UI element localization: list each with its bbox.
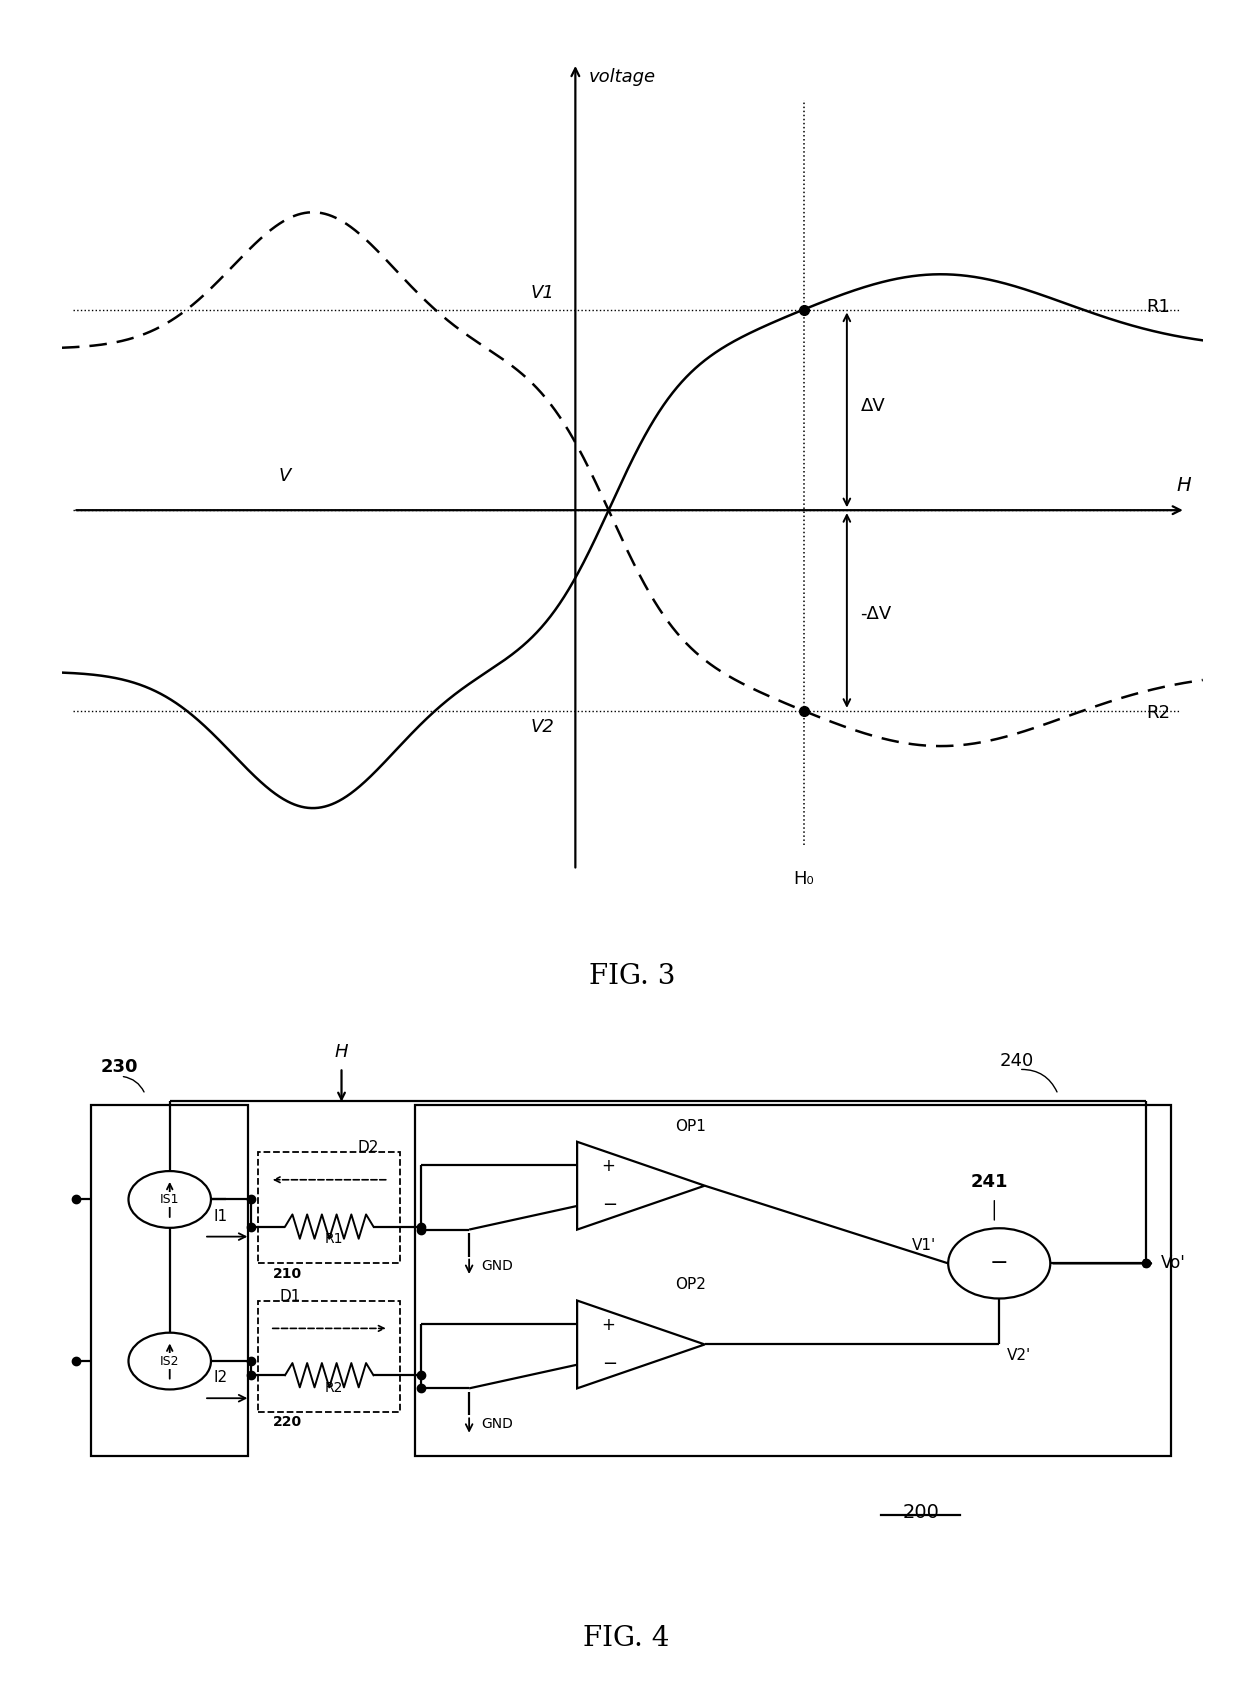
- Text: R2: R2: [325, 1380, 343, 1395]
- Text: D1: D1: [279, 1289, 301, 1304]
- Text: R2: R2: [1146, 704, 1169, 723]
- Text: ΔV: ΔV: [861, 397, 885, 415]
- Bar: [258, 1152, 401, 1263]
- Text: FIG. 4: FIG. 4: [583, 1625, 670, 1652]
- Text: +: +: [601, 1157, 615, 1176]
- Bar: [415, 1105, 1171, 1456]
- Text: IS2: IS2: [160, 1355, 180, 1368]
- Text: H₀: H₀: [794, 870, 813, 888]
- Text: +: +: [601, 1316, 615, 1334]
- Text: voltage: voltage: [589, 68, 656, 86]
- Text: IS1: IS1: [160, 1192, 180, 1206]
- Text: GND: GND: [481, 1258, 513, 1272]
- Text: 230: 230: [100, 1059, 139, 1076]
- Text: D2: D2: [357, 1140, 379, 1155]
- Text: H: H: [335, 1042, 348, 1061]
- Text: I1: I1: [213, 1209, 228, 1225]
- Text: −: −: [990, 1253, 1008, 1274]
- Text: −: −: [601, 1355, 616, 1373]
- Text: V: V: [278, 468, 290, 485]
- Text: OP2: OP2: [676, 1277, 706, 1292]
- Text: 210: 210: [273, 1267, 301, 1280]
- Text: 241: 241: [971, 1174, 1008, 1191]
- Text: 200: 200: [903, 1503, 939, 1522]
- Text: −: −: [601, 1196, 616, 1214]
- Text: OP1: OP1: [676, 1118, 706, 1133]
- Text: V1: V1: [531, 284, 554, 302]
- Text: V2: V2: [531, 718, 554, 736]
- Text: GND: GND: [481, 1417, 513, 1431]
- Text: 240: 240: [999, 1052, 1033, 1069]
- Text: R1: R1: [325, 1231, 343, 1246]
- Bar: [258, 1301, 401, 1412]
- Bar: [92, 1105, 248, 1456]
- Text: 220: 220: [273, 1415, 301, 1429]
- Text: R1: R1: [1146, 297, 1169, 316]
- Text: H: H: [1177, 476, 1192, 495]
- Text: FIG. 3: FIG. 3: [589, 963, 676, 990]
- Text: Vo': Vo': [1161, 1255, 1187, 1272]
- Text: V1': V1': [913, 1238, 936, 1253]
- Text: V2': V2': [1007, 1348, 1032, 1363]
- Text: -ΔV: -ΔV: [861, 605, 892, 623]
- Text: I2: I2: [213, 1370, 228, 1385]
